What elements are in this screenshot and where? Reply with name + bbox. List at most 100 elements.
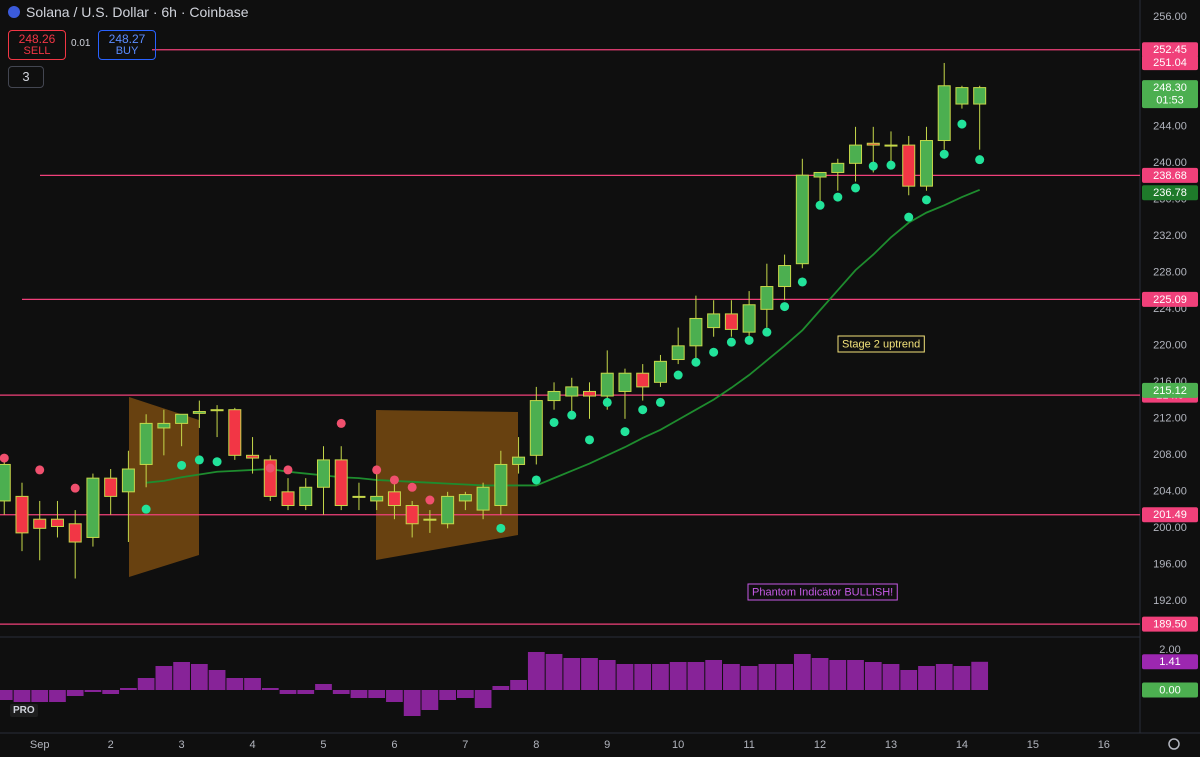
sar-dot (780, 302, 790, 312)
histogram-bar (0, 690, 13, 700)
sar-dot (921, 195, 931, 205)
candle-body (973, 87, 987, 105)
symbol-icon (8, 6, 20, 18)
candle-body (50, 518, 64, 528)
histogram-bar (84, 690, 102, 692)
histogram-bar (66, 690, 84, 696)
candle-body (813, 171, 827, 178)
sar-dot (212, 457, 222, 467)
candle-body (724, 313, 738, 330)
settings-icon[interactable] (1168, 738, 1180, 750)
candle-body (175, 413, 189, 424)
histogram-bar (793, 654, 811, 690)
annotation: Phantom Indicator BULLISH! (752, 586, 893, 598)
sar-dot (265, 463, 275, 473)
histogram-bar (208, 670, 226, 690)
candle-body (760, 286, 774, 310)
candle-body (157, 422, 171, 429)
y-tick-label: 256.00 (1153, 11, 1187, 23)
histogram-bar (510, 680, 527, 690)
histogram-bar (598, 660, 616, 690)
candle-body (352, 495, 366, 498)
spread: 0.01 (71, 38, 91, 49)
candle-body (884, 144, 898, 147)
logo: PRO (10, 704, 38, 717)
y-tick-label: 196.00 (1153, 559, 1187, 571)
x-tick-label: 5 (320, 739, 326, 751)
candle-body (849, 144, 863, 164)
sar-dot (797, 277, 807, 287)
candle-body (636, 372, 650, 388)
sar-dot (726, 337, 736, 347)
x-tick-label: 8 (533, 739, 539, 751)
candle-body (707, 313, 721, 329)
candle-body (831, 162, 845, 173)
indicator-toggle[interactable]: 3 (8, 66, 44, 88)
y-tick-label: 200.00 (1153, 522, 1187, 534)
x-tick-label: 13 (885, 739, 897, 751)
price-tag-label: 248.30 (1153, 82, 1187, 94)
y-tick-label: 208.00 (1153, 449, 1187, 461)
sar-dot (673, 370, 683, 380)
x-tick-label: 4 (249, 739, 255, 751)
sar-dot (531, 475, 541, 485)
histogram-bar (900, 670, 918, 690)
sar-dot (709, 347, 719, 357)
sar-dot (939, 149, 949, 159)
candle-body (387, 491, 401, 507)
histogram-bar (421, 690, 439, 710)
histogram-bar (261, 688, 279, 690)
histogram-bar (350, 690, 368, 698)
candle-body (565, 386, 579, 397)
histogram-bar (829, 660, 847, 690)
price-tag-label: 225.09 (1153, 294, 1187, 306)
y-tick-label: 240.00 (1153, 157, 1187, 169)
histogram-bar (563, 658, 581, 690)
candle-body (228, 409, 242, 456)
candle-body (618, 372, 632, 392)
price-tag-label: 1.41 (1159, 656, 1180, 668)
histogram-bar (616, 664, 634, 690)
y-tick-label: 192.00 (1153, 595, 1187, 607)
x-tick-label: 16 (1098, 739, 1110, 751)
histogram-bar (864, 662, 882, 690)
candle-body (689, 317, 703, 347)
candle-body (246, 454, 260, 459)
histogram-bar (705, 660, 723, 690)
histogram-bar (669, 662, 687, 690)
sar-dot (194, 455, 204, 465)
histogram-bar (687, 662, 705, 690)
sar-dot (620, 427, 630, 437)
sar-dot (638, 405, 648, 415)
sar-dot (886, 160, 896, 170)
sar-dot (851, 183, 861, 193)
sar-dot (691, 357, 701, 367)
candle-body (104, 477, 118, 497)
histogram-bar (279, 690, 297, 694)
y-tick-label: 232.00 (1153, 230, 1187, 242)
x-tick-label: 9 (604, 739, 610, 751)
y-tick-label: 228.00 (1153, 267, 1187, 279)
histogram-bar (297, 690, 315, 694)
candle-body (919, 140, 933, 187)
price-tag (1142, 507, 1198, 523)
histogram-bar (918, 666, 935, 690)
buy-button[interactable]: 248.27 BUY (98, 30, 156, 60)
x-tick-label: 2 (108, 739, 114, 751)
histogram-bar (723, 664, 740, 690)
histogram-bar (386, 690, 403, 702)
histogram-bar (315, 684, 332, 690)
sell-button[interactable]: 248.26 SELL (8, 30, 66, 60)
candle-body (423, 518, 437, 521)
countdown: 01:53 (1156, 95, 1184, 107)
sar-dot (744, 335, 754, 345)
price-tag (1142, 654, 1198, 670)
sar-dot (425, 495, 435, 505)
sell-price: 248.26 (18, 32, 56, 46)
sar-dot (585, 435, 595, 445)
y-tick-label: 212.00 (1153, 413, 1187, 425)
sar-dot (407, 482, 417, 492)
sar-dot (389, 475, 399, 485)
